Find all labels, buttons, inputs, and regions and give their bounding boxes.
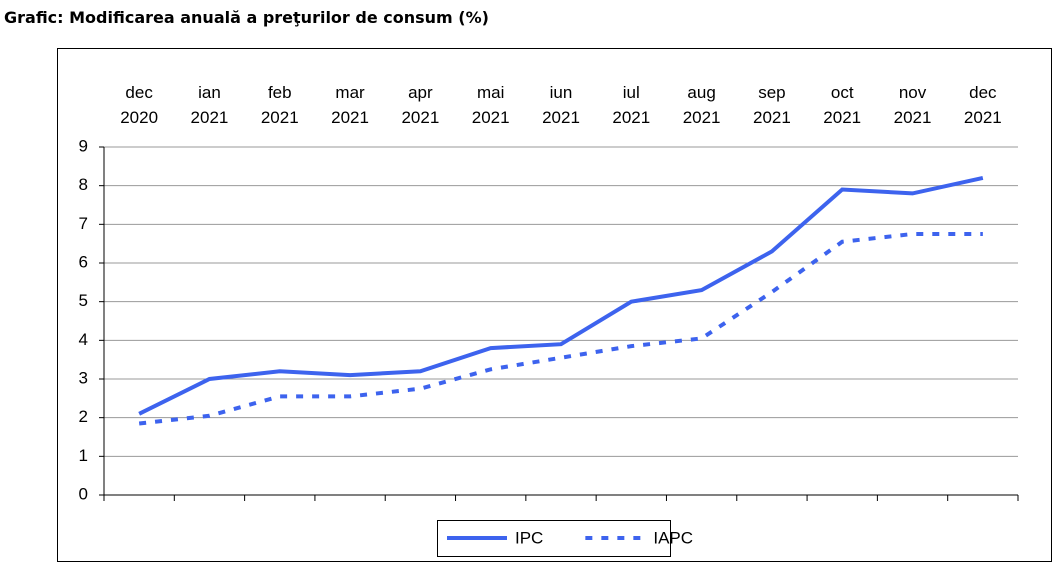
legend-label: IAPC bbox=[653, 528, 693, 547]
x-tick-label: oct 2021 bbox=[823, 83, 862, 127]
y-tick-label: 6 bbox=[79, 252, 88, 271]
x-tick-label: apr 2021 bbox=[401, 83, 440, 127]
chart-frame bbox=[57, 48, 1052, 562]
y-tick-label: 8 bbox=[79, 175, 88, 194]
y-tick-label: 0 bbox=[79, 484, 88, 503]
series-line bbox=[138, 232, 983, 426]
x-tick-label: dec 2020 bbox=[120, 83, 159, 127]
chart-title: Grafic: Modificarea anuală a preţurilor … bbox=[4, 8, 489, 27]
y-tick-label: 1 bbox=[79, 446, 88, 465]
y-tick-label: 3 bbox=[79, 368, 88, 387]
y-tick-label: 9 bbox=[79, 136, 88, 155]
x-tick-label: dec 2021 bbox=[963, 83, 1002, 127]
x-tick-label: mai 2021 bbox=[471, 83, 510, 127]
x-tick-label: feb 2021 bbox=[260, 83, 299, 127]
x-tick-label: nov 2021 bbox=[893, 83, 932, 127]
x-tick-label: ian 2021 bbox=[190, 83, 229, 127]
x-tick-label: mar 2021 bbox=[331, 83, 369, 127]
y-tick-label: 2 bbox=[79, 407, 88, 426]
x-tick-label: iul 2021 bbox=[612, 83, 651, 127]
x-tick-label: aug 2021 bbox=[682, 83, 721, 127]
y-tick-label: 7 bbox=[79, 214, 88, 233]
y-tick-label: 4 bbox=[79, 330, 88, 349]
legend-box bbox=[437, 520, 671, 557]
legend-label: IPC bbox=[515, 528, 543, 547]
x-tick-label: sep 2021 bbox=[753, 83, 791, 127]
series-line bbox=[138, 175, 984, 416]
x-tick-label: iun 2021 bbox=[542, 83, 580, 127]
y-tick-label: 5 bbox=[79, 291, 88, 310]
